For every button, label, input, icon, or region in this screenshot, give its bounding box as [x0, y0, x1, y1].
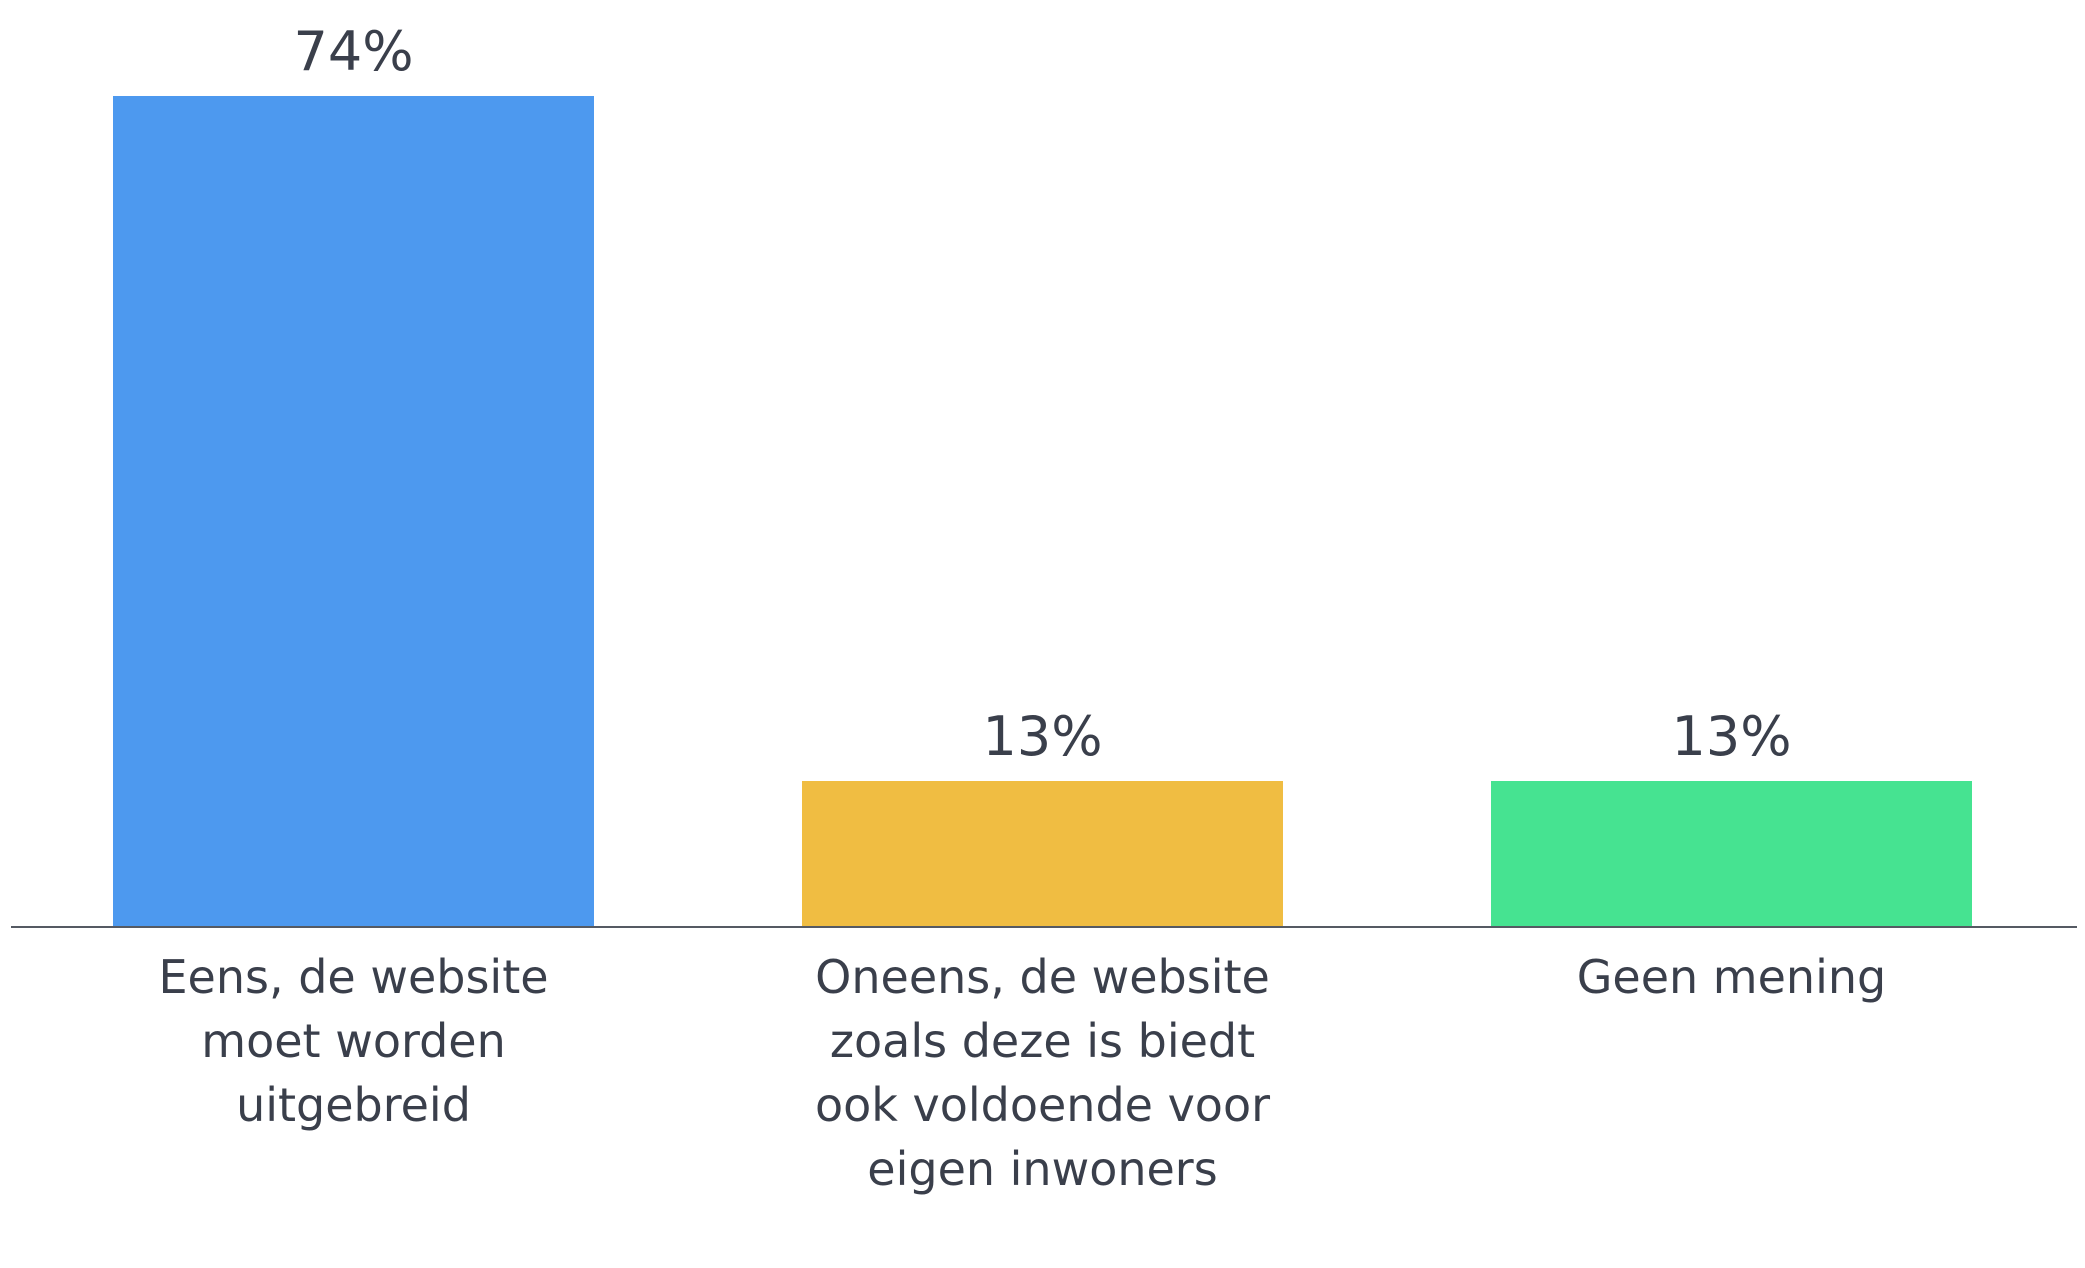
value-label: 74% [293, 20, 414, 83]
bar [802, 781, 1283, 927]
x-tick-label: Oneens, de website zoals deze is biedt o… [814, 950, 1271, 1196]
value-label: 13% [982, 705, 1103, 768]
bar [1491, 781, 1972, 927]
x-axis-line [11, 926, 2077, 928]
bar [113, 96, 594, 927]
value-label: 13% [1671, 705, 1792, 768]
x-tick-label: Eens, de website moet worden uitgebreid [158, 950, 549, 1132]
x-tick-label: Geen mening [1576, 950, 1887, 1004]
